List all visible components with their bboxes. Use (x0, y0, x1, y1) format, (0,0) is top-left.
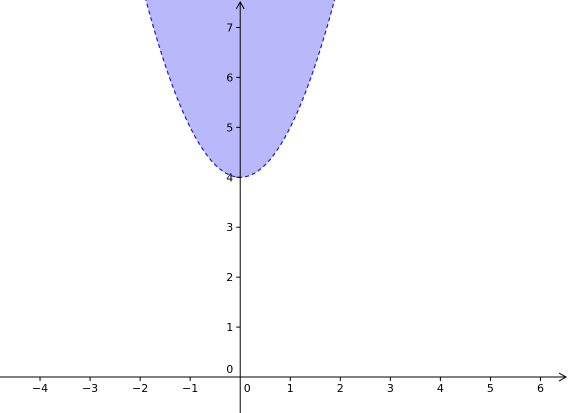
x-tick-label: 3 (387, 382, 394, 395)
y-tick-label: 3 (226, 221, 233, 234)
origin-x-label: 0 (244, 382, 251, 395)
y-tick-label: 7 (226, 21, 233, 34)
x-tick-label: −4 (32, 382, 48, 395)
y-tick-label: 5 (226, 121, 233, 134)
y-tick-label: 6 (226, 71, 233, 84)
x-tick-label: 1 (287, 382, 294, 395)
origin-label: 0 (226, 363, 233, 376)
y-tick-label: 1 (226, 321, 233, 334)
x-tick-label: 6 (537, 382, 544, 395)
x-tick-label: 5 (487, 382, 494, 395)
tick-labels: −4 −3 −2 −1 1 2 3 4 5 6 1 2 3 4 5 6 7 00 (32, 21, 544, 395)
y-tick-label: 2 (226, 271, 233, 284)
x-tick-label: −2 (132, 382, 148, 395)
x-tick-label: 4 (437, 382, 444, 395)
x-tick-label: −1 (182, 382, 198, 395)
y-tick-label: 4 (226, 171, 233, 184)
y-axis-arrow (235, 0, 245, 10)
x-tick-label: 2 (337, 382, 344, 395)
x-tick-label: −3 (82, 382, 98, 395)
x-axis-arrow (558, 372, 568, 382)
